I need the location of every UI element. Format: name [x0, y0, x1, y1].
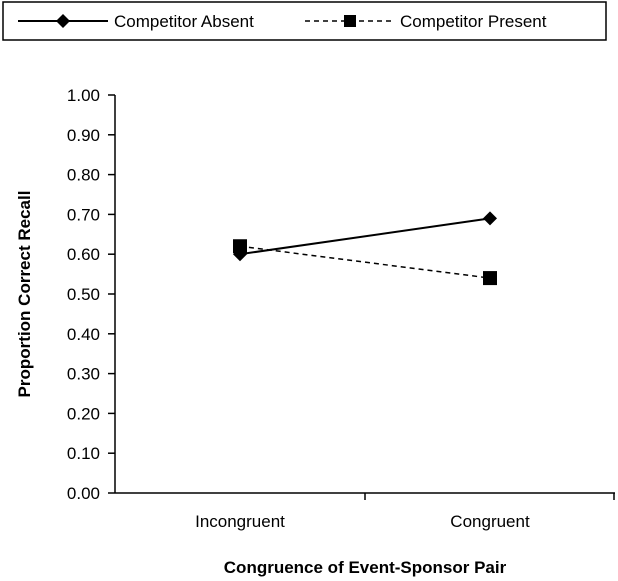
data-point-competitor-present — [233, 239, 247, 254]
legend-square-marker — [344, 15, 356, 27]
y-tick-label: 0.70 — [67, 205, 100, 224]
y-tick-label: 0.60 — [67, 245, 100, 264]
y-axis-title: Proportion Correct Recall — [15, 191, 34, 398]
y-tick-label: 0.00 — [67, 484, 100, 503]
legend: Competitor Absent Competitor Present — [2, 1, 607, 41]
series-line-competitor-absent — [239, 217, 491, 256]
y-tick-label: 0.30 — [67, 365, 100, 384]
legend-diamond-marker — [56, 14, 70, 28]
x-tick-label: Incongruent — [195, 512, 285, 531]
x-tick-label: Congruent — [450, 512, 530, 531]
y-tick-label: 1.00 — [67, 86, 100, 105]
y-tick-label: 0.10 — [67, 444, 100, 463]
series-line-competitor-present — [239, 245, 491, 279]
series-group — [233, 211, 497, 286]
x-axis-ticks: Incongruent Congruent — [195, 493, 615, 531]
y-tick-label: 0.20 — [67, 404, 100, 423]
y-tick-label: 0.50 — [67, 285, 100, 304]
y-tick-label: 0.90 — [67, 126, 100, 145]
data-point-competitor-present — [483, 271, 497, 286]
legend-label-competitor-present: Competitor Present — [400, 12, 547, 31]
y-tick-label: 0.40 — [67, 325, 100, 344]
y-axis-ticks: 0.00 0.10 0.20 0.30 0.40 0.50 0.60 0.70 0.80 0.90… — [67, 86, 115, 503]
x-axis-title: Congruence of Event-Sponsor Pair — [224, 558, 507, 577]
data-point-competitor-absent — [483, 211, 497, 226]
legend-label-competitor-absent: Competitor Absent — [114, 12, 254, 31]
y-tick-label: 0.80 — [67, 166, 100, 185]
